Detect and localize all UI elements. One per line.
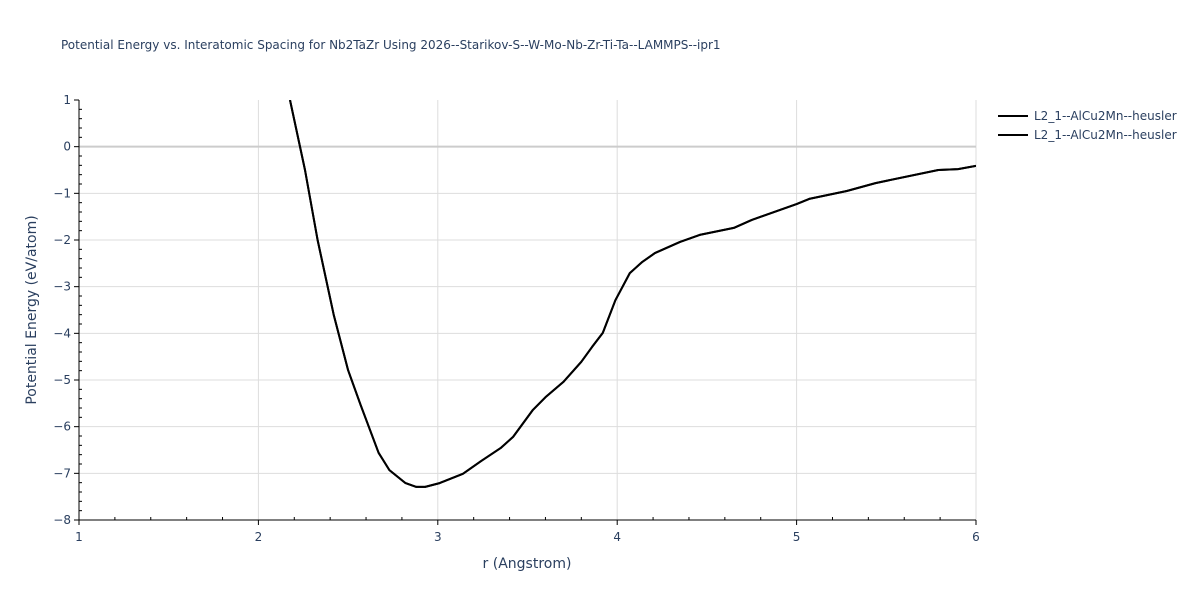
legend: L2_1--AlCu2Mn--heusler L2_1--AlCu2Mn--he… xyxy=(998,106,1177,144)
svg-text:2: 2 xyxy=(255,530,263,544)
traces xyxy=(289,100,976,488)
svg-text:−4: −4 xyxy=(53,326,71,340)
svg-text:−8: −8 xyxy=(53,513,71,527)
svg-text:−3: −3 xyxy=(53,280,71,294)
tick-labels: 1 0 −1 −2 −3 −4 −5 −6 −7 −8 1 2 3 4 5 6 xyxy=(53,93,980,544)
svg-text:−2: −2 xyxy=(53,233,71,247)
svg-text:−6: −6 xyxy=(53,420,71,434)
chart-title: Potential Energy vs. Interatomic Spacing… xyxy=(61,38,721,52)
y-axis-title: Potential Energy (eV/atom) xyxy=(24,215,40,404)
legend-label: L2_1--AlCu2Mn--heusler xyxy=(1034,127,1177,142)
axes xyxy=(74,99,977,525)
svg-text:0: 0 xyxy=(63,140,71,154)
svg-text:1: 1 xyxy=(63,93,71,107)
legend-item[interactable]: L2_1--AlCu2Mn--heusler xyxy=(998,125,1177,144)
gridlines xyxy=(79,100,977,520)
x-axis-title: r (Angstrom) xyxy=(483,556,572,572)
legend-item[interactable]: L2_1--AlCu2Mn--heusler xyxy=(998,106,1177,125)
legend-label: L2_1--AlCu2Mn--heusler xyxy=(1034,108,1177,123)
svg-text:4: 4 xyxy=(613,530,621,544)
svg-text:−5: −5 xyxy=(53,373,71,387)
svg-text:−1: −1 xyxy=(53,186,71,200)
legend-line-swatch-icon xyxy=(998,133,1028,136)
svg-text:5: 5 xyxy=(793,530,801,544)
svg-text:3: 3 xyxy=(434,530,442,544)
svg-text:6: 6 xyxy=(972,530,980,544)
svg-text:−7: −7 xyxy=(53,466,71,480)
svg-text:1: 1 xyxy=(75,530,83,544)
legend-line-swatch-icon xyxy=(998,114,1028,117)
